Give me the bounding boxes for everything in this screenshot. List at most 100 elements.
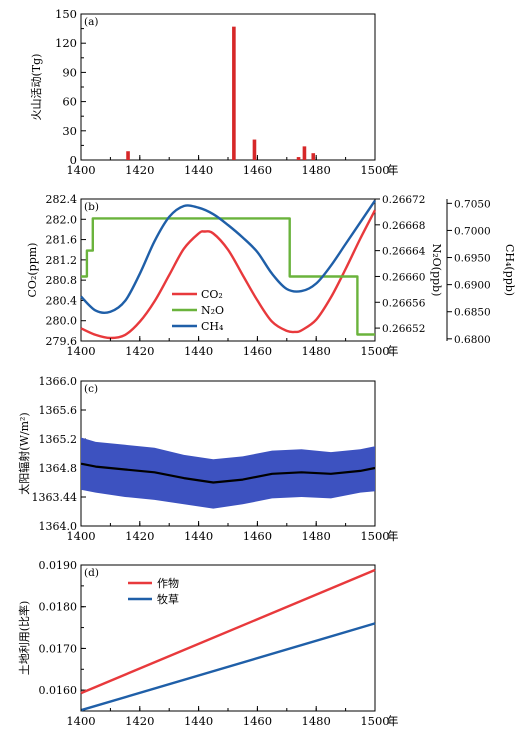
x-tick-label: 1460 bbox=[243, 163, 272, 177]
co2-tick-label: 280.4 bbox=[46, 294, 78, 307]
x-tick-label: 1440 bbox=[184, 163, 213, 177]
co2-line bbox=[80, 209, 377, 340]
ch4-line bbox=[80, 199, 376, 314]
x-tick-label: 1400 bbox=[66, 344, 95, 358]
crop-line bbox=[80, 568, 376, 695]
plot-frame bbox=[80, 198, 376, 342]
legend-label-n2o: N₂O bbox=[201, 304, 224, 317]
x-tick-label: 1480 bbox=[302, 529, 331, 543]
x-unit-label: 年 bbox=[387, 714, 399, 728]
legend-label-co2: CO₂ bbox=[201, 288, 223, 301]
co2-tick-label: 280.8 bbox=[46, 274, 78, 287]
solar-uncertainty-band bbox=[81, 437, 375, 509]
co2-tick-label: 281.6 bbox=[46, 234, 78, 247]
legend-label-ch4: CH₄ bbox=[201, 320, 224, 333]
plot-frame bbox=[80, 564, 376, 712]
x-tick-label: 1480 bbox=[302, 163, 331, 177]
x-tick-label: 1440 bbox=[184, 344, 213, 358]
y-tick-label: 0.0180 bbox=[39, 601, 78, 614]
co2-tick-label: 282.4 bbox=[46, 193, 78, 206]
ch4-tick-label: 0.6950 bbox=[454, 253, 491, 265]
y-tick-label: 1364.8 bbox=[39, 462, 78, 475]
n2o-tick-label: 0.26668 bbox=[382, 220, 425, 232]
n2o-line bbox=[81, 217, 375, 336]
volcanic-bar bbox=[311, 153, 316, 160]
y-tick-label: 1363.44 bbox=[32, 491, 78, 504]
co2-tick-label: 279.6 bbox=[46, 335, 78, 348]
pasture-line bbox=[80, 622, 376, 712]
x-tick-label: 1420 bbox=[125, 163, 154, 177]
panel-label: (a) bbox=[84, 16, 98, 28]
x-tick-label: 1460 bbox=[243, 344, 272, 358]
x-tick-label: 1460 bbox=[243, 714, 272, 728]
x-tick-label: 1500 bbox=[360, 529, 389, 543]
y-tick-label: 0.0160 bbox=[39, 684, 78, 697]
y-tick-label: 30 bbox=[62, 124, 77, 138]
ch4-tick-label: 0.6800 bbox=[454, 334, 491, 346]
x-tick-label: 1400 bbox=[66, 529, 95, 543]
y-tick-label: 1365.6 bbox=[39, 404, 78, 417]
y-tick-label: 0.0190 bbox=[39, 559, 78, 572]
x-tick-label: 1480 bbox=[302, 344, 331, 358]
ch4-tick-label: 0.7050 bbox=[454, 198, 491, 210]
plot-frame bbox=[80, 13, 376, 161]
ch4-axis-label: CH₄(ppb) bbox=[503, 244, 516, 296]
panel-label: (d) bbox=[84, 567, 99, 579]
ch4-tick-label: 0.7000 bbox=[454, 225, 491, 237]
n2o-tick-label: 0.26672 bbox=[382, 194, 425, 206]
y-tick-label: 0.0170 bbox=[39, 642, 78, 655]
ch4-tick-label: 0.6850 bbox=[454, 307, 491, 319]
y-axis-label: CO₂(ppm) bbox=[26, 243, 39, 298]
x-tick-label: 1440 bbox=[184, 714, 213, 728]
x-tick-label: 1500 bbox=[360, 163, 389, 177]
y-tick-label: 0 bbox=[70, 153, 77, 167]
volcanic-bar bbox=[296, 157, 301, 160]
x-unit-label: 年 bbox=[387, 163, 399, 177]
y-tick-label: 150 bbox=[55, 7, 77, 21]
x-tick-label: 1420 bbox=[125, 529, 154, 543]
x-tick-label: 1420 bbox=[125, 714, 154, 728]
co2-tick-label: 282.0 bbox=[46, 213, 78, 226]
y-tick-label: 60 bbox=[62, 95, 77, 109]
y-axis-label: 太阳辐射(W/m²) bbox=[17, 412, 31, 494]
x-tick-label: 1440 bbox=[184, 529, 213, 543]
ch4-tick-label: 0.6900 bbox=[454, 280, 491, 292]
n2o-tick-label: 0.26652 bbox=[382, 323, 425, 335]
volcanic-bar bbox=[302, 146, 307, 160]
x-tick-label: 1420 bbox=[125, 344, 154, 358]
x-tick-label: 1400 bbox=[66, 163, 95, 177]
y-tick-label: 1364.0 bbox=[39, 520, 78, 533]
x-tick-label: 1480 bbox=[302, 714, 331, 728]
legend-label-crop: 作物 bbox=[157, 576, 179, 590]
co2-tick-label: 281.2 bbox=[46, 254, 78, 267]
panel-label: (b) bbox=[84, 201, 99, 213]
solar-mean-line bbox=[80, 462, 376, 484]
y-tick-label: 120 bbox=[55, 36, 77, 50]
n2o-tick-label: 0.26664 bbox=[382, 246, 426, 258]
y-tick-label: 1365.2 bbox=[39, 433, 78, 446]
volcanic-bar bbox=[252, 139, 257, 160]
y-axis-label: 土地利用(比率) bbox=[17, 601, 31, 676]
panel-c-solar: 1364.0 1363.44 1364.8 1365.2 1365.6 1366.0 140… bbox=[17, 375, 399, 543]
n2o-tick-label: 0.26660 bbox=[382, 271, 425, 283]
x-tick-label: 1500 bbox=[360, 714, 389, 728]
panel-b-greenhouse-gases: 279.6 280.0 280.4 280.8 281.2 281.6 282.0 282.4… bbox=[26, 193, 516, 358]
x-unit-label: 年 bbox=[387, 344, 399, 358]
x-tick-label: 1500 bbox=[360, 344, 389, 358]
n2o-axis-label: N₂O(ppb) bbox=[430, 244, 443, 297]
co2-tick-label: 280.0 bbox=[46, 315, 78, 328]
y-tick-label: 90 bbox=[62, 65, 77, 79]
panel-label: (c) bbox=[84, 383, 98, 395]
x-tick-label: 1400 bbox=[66, 714, 95, 728]
x-tick-label: 1460 bbox=[243, 529, 272, 543]
y-tick-label: 1366.0 bbox=[39, 375, 78, 388]
legend-label-pasture: 牧草 bbox=[157, 592, 179, 606]
y-axis-label: 火山活动(Tg) bbox=[30, 54, 43, 121]
x-unit-label: 年 bbox=[387, 529, 399, 543]
n2o-tick-label: 0.26656 bbox=[382, 297, 426, 309]
volcanic-bar bbox=[232, 26, 236, 160]
